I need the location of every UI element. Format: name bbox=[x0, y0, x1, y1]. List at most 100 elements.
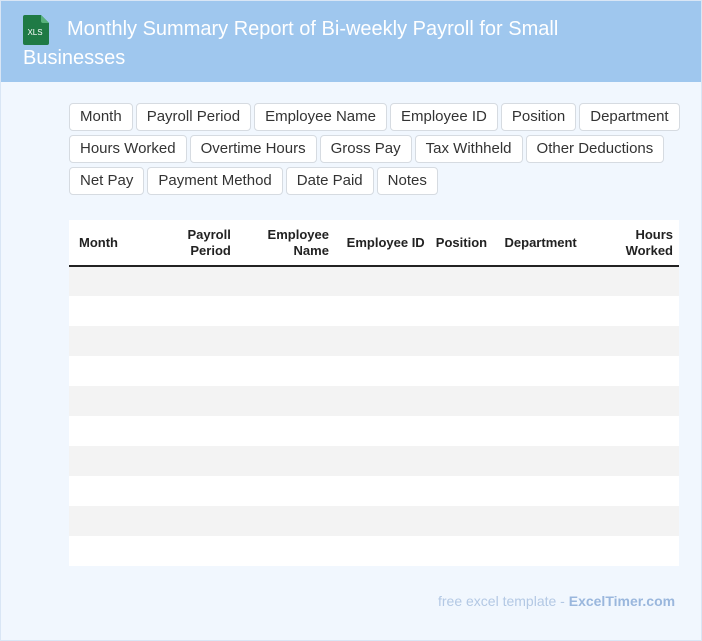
table-row bbox=[69, 506, 679, 536]
table-cell[interactable] bbox=[237, 446, 335, 476]
payroll-table: Month Payroll Period Employee Name Employee… bbox=[69, 220, 679, 566]
field-chip-date-paid[interactable]: Date Paid bbox=[285, 167, 374, 195]
page-title: Monthly Summary Report of Bi-weekly Payr… bbox=[23, 18, 559, 69]
field-chip-overtime-hours[interactable]: Overtime Hours bbox=[189, 135, 317, 163]
table-cell[interactable] bbox=[335, 476, 431, 506]
table-cell[interactable] bbox=[237, 386, 335, 416]
table-cell[interactable] bbox=[589, 476, 679, 506]
field-chip-list: Month Payroll Period Employee Name Employee… bbox=[69, 103, 689, 195]
table-cell[interactable] bbox=[69, 386, 156, 416]
table-row bbox=[69, 356, 679, 386]
field-chip-gross-pay[interactable]: Gross Pay bbox=[319, 135, 412, 163]
column-header-hours-worked[interactable]: Hours Worked bbox=[625, 226, 673, 258]
table-cell[interactable] bbox=[237, 416, 335, 446]
table-cell[interactable] bbox=[237, 296, 335, 326]
table-cell[interactable] bbox=[492, 476, 589, 506]
table-cell[interactable] bbox=[492, 536, 589, 566]
field-chip-tax-withheld[interactable]: Tax Withheld bbox=[414, 135, 523, 163]
table-cell[interactable] bbox=[237, 326, 335, 356]
table-cell[interactable] bbox=[156, 506, 236, 536]
table-cell[interactable] bbox=[431, 506, 492, 536]
table-cell[interactable] bbox=[156, 356, 236, 386]
table-cell[interactable] bbox=[156, 536, 236, 566]
table-cell[interactable] bbox=[156, 416, 236, 446]
table-row bbox=[69, 266, 679, 296]
table-cell[interactable] bbox=[492, 506, 589, 536]
table-cell[interactable] bbox=[335, 536, 431, 566]
table-cell[interactable] bbox=[335, 416, 431, 446]
table-cell[interactable] bbox=[492, 266, 589, 296]
column-header-employee-id[interactable]: Employee ID bbox=[346, 234, 425, 250]
table-cell[interactable] bbox=[69, 326, 156, 356]
column-header-position[interactable]: Position bbox=[435, 234, 488, 250]
table-cell[interactable] bbox=[589, 416, 679, 446]
table-cell[interactable] bbox=[69, 356, 156, 386]
table-cell[interactable] bbox=[69, 476, 156, 506]
table-cell[interactable] bbox=[335, 386, 431, 416]
table-cell[interactable] bbox=[431, 476, 492, 506]
table-cell[interactable] bbox=[492, 446, 589, 476]
table-cell[interactable] bbox=[237, 266, 335, 296]
column-header-department[interactable]: Department bbox=[504, 234, 577, 250]
table-cell[interactable] bbox=[156, 296, 236, 326]
table-cell[interactable] bbox=[335, 326, 431, 356]
field-chip-payroll-period[interactable]: Payroll Period bbox=[135, 103, 252, 131]
column-header-employee-name[interactable]: Employee Name bbox=[267, 226, 329, 258]
table-cell[interactable] bbox=[335, 446, 431, 476]
table-cell[interactable] bbox=[237, 476, 335, 506]
table-cell[interactable] bbox=[335, 296, 431, 326]
table-cell[interactable] bbox=[589, 326, 679, 356]
table-cell[interactable] bbox=[335, 266, 431, 296]
table-cell[interactable] bbox=[431, 296, 492, 326]
field-chip-month[interactable]: Month bbox=[69, 103, 133, 131]
table-cell[interactable] bbox=[589, 266, 679, 296]
table-cell[interactable] bbox=[237, 506, 335, 536]
table-cell[interactable] bbox=[431, 536, 492, 566]
table-cell[interactable] bbox=[156, 326, 236, 356]
field-chip-payment-method[interactable]: Payment Method bbox=[147, 167, 283, 195]
column-header-payroll-period[interactable]: Payroll Period bbox=[187, 226, 231, 258]
table-cell[interactable] bbox=[156, 266, 236, 296]
field-chip-hours-worked[interactable]: Hours Worked bbox=[69, 135, 187, 163]
table-cell[interactable] bbox=[69, 446, 156, 476]
table-cell[interactable] bbox=[69, 416, 156, 446]
table-cell[interactable] bbox=[156, 446, 236, 476]
table-cell[interactable] bbox=[492, 416, 589, 446]
table-cell[interactable] bbox=[69, 506, 156, 536]
table-cell[interactable] bbox=[589, 386, 679, 416]
field-chip-notes[interactable]: Notes bbox=[376, 167, 438, 195]
column-header-month[interactable]: Month bbox=[79, 234, 118, 250]
table-cell[interactable] bbox=[492, 326, 589, 356]
table-cell[interactable] bbox=[237, 536, 335, 566]
table-cell[interactable] bbox=[589, 356, 679, 386]
table-cell[interactable] bbox=[492, 386, 589, 416]
table-cell[interactable] bbox=[69, 266, 156, 296]
table-cell[interactable] bbox=[156, 386, 236, 416]
table-cell[interactable] bbox=[335, 506, 431, 536]
svg-text:XLS: XLS bbox=[27, 28, 42, 37]
table-cell[interactable] bbox=[335, 356, 431, 386]
footer-brand-link[interactable]: ExcelTimer.com bbox=[568, 593, 676, 609]
field-chip-department[interactable]: Department bbox=[579, 103, 680, 131]
table-cell[interactable] bbox=[237, 356, 335, 386]
table-cell[interactable] bbox=[431, 446, 492, 476]
table-cell[interactable] bbox=[589, 296, 679, 326]
table-cell[interactable] bbox=[431, 356, 492, 386]
table-cell[interactable] bbox=[492, 356, 589, 386]
table-cell[interactable] bbox=[589, 446, 679, 476]
table-cell[interactable] bbox=[69, 536, 156, 566]
table-cell[interactable] bbox=[156, 476, 236, 506]
field-chip-net-pay[interactable]: Net Pay bbox=[69, 167, 145, 195]
table-cell[interactable] bbox=[431, 416, 492, 446]
field-chip-employee-name[interactable]: Employee Name bbox=[254, 103, 387, 131]
table-cell[interactable] bbox=[492, 296, 589, 326]
field-chip-position[interactable]: Position bbox=[500, 103, 577, 131]
field-chip-other-deductions[interactable]: Other Deductions bbox=[525, 135, 665, 163]
table-cell[interactable] bbox=[589, 506, 679, 536]
table-cell[interactable] bbox=[431, 326, 492, 356]
table-cell[interactable] bbox=[589, 536, 679, 566]
table-cell[interactable] bbox=[431, 266, 492, 296]
table-cell[interactable] bbox=[69, 296, 156, 326]
table-cell[interactable] bbox=[431, 386, 492, 416]
field-chip-employee-id[interactable]: Employee ID bbox=[389, 103, 498, 131]
